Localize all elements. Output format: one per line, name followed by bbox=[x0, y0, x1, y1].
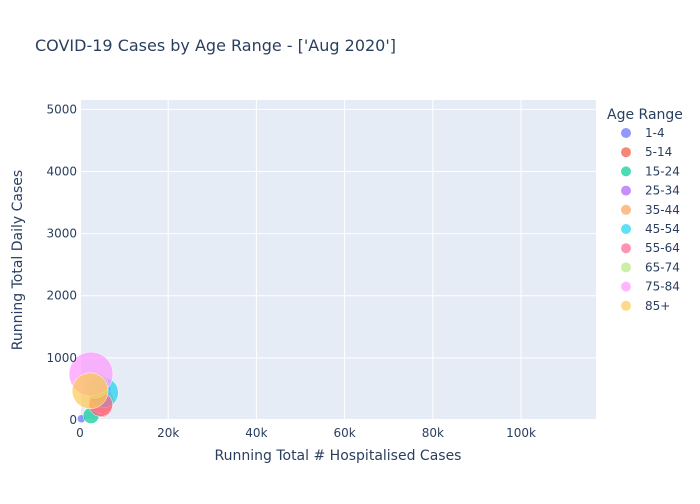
plot-area bbox=[80, 100, 596, 420]
legend-marker bbox=[621, 300, 631, 311]
legend-item-label: 65-74 bbox=[645, 260, 680, 274]
legend-marker bbox=[621, 147, 631, 158]
y-tick-label: 5000 bbox=[46, 102, 77, 116]
data-point-85+ bbox=[71, 372, 109, 410]
chart-title: COVID-19 Cases by Age Range - ['Aug 2020… bbox=[35, 36, 396, 55]
y-tick-label: 1000 bbox=[46, 351, 77, 365]
x-tick-label: 100k bbox=[506, 426, 536, 440]
legend-item-label: 25-34 bbox=[645, 184, 680, 198]
x-tick-label: 40k bbox=[245, 426, 267, 440]
points-layer bbox=[68, 351, 119, 424]
legend-item-label: 55-64 bbox=[645, 241, 680, 255]
x-tick-label: 0 bbox=[76, 426, 84, 440]
y-tick-label: 3000 bbox=[46, 227, 77, 241]
legend-marker bbox=[621, 281, 631, 292]
legend-marker bbox=[621, 262, 631, 273]
legend-marker bbox=[621, 166, 631, 177]
y-tick-label: 2000 bbox=[46, 289, 77, 303]
legend-item-label: 45-54 bbox=[645, 222, 680, 236]
legend-title: Age Range bbox=[607, 107, 683, 123]
legend-marker bbox=[621, 185, 631, 196]
y-axis-label: Running Total Daily Cases bbox=[10, 170, 26, 350]
y-tick-label: 0 bbox=[69, 413, 77, 427]
x-tick-label: 80k bbox=[422, 426, 444, 440]
legend-item-label: 75-84 bbox=[645, 280, 680, 294]
legend-item-label: 85+ bbox=[645, 299, 670, 313]
legend-item-label: 35-44 bbox=[645, 203, 680, 217]
legend-marker bbox=[621, 243, 631, 254]
x-tick-label: 60k bbox=[334, 426, 356, 440]
legend: Age Range 1-4 5-14 15-24 25-34 35-44 45-54 55-… bbox=[607, 107, 683, 313]
x-axis-label: Running Total # Hospitalised Cases bbox=[215, 448, 462, 464]
legend-marker bbox=[621, 128, 631, 138]
grid-layer bbox=[79, 100, 596, 421]
legend-item-label: 15-24 bbox=[645, 164, 680, 178]
x-tick-label: 20k bbox=[157, 426, 179, 440]
ticks-layer: 0 20k 40k 60k 80k 100k 0 1000 2000 3000 4000 5000 bbox=[46, 102, 536, 440]
legend-marker bbox=[621, 204, 631, 215]
legend-marker bbox=[621, 224, 631, 234]
y-tick-label: 4000 bbox=[46, 164, 77, 178]
legend-item-label: 1-4 bbox=[645, 126, 665, 140]
legend-item-label: 5-14 bbox=[645, 145, 672, 159]
